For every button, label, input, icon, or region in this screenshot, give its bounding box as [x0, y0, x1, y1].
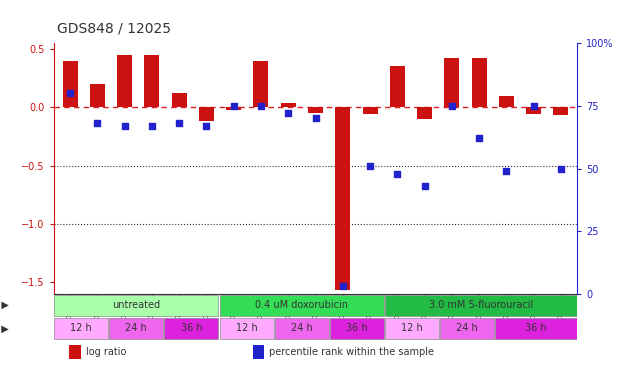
- Bar: [335, 107, 350, 291]
- Text: untreated: untreated: [112, 300, 160, 310]
- Text: 36 h: 36 h: [180, 323, 203, 333]
- Bar: [254, 61, 268, 107]
- Point: [529, 103, 539, 109]
- Text: time ▶: time ▶: [0, 323, 9, 333]
- Text: 12 h: 12 h: [401, 323, 423, 333]
- Bar: [385, 295, 577, 316]
- Bar: [117, 55, 132, 107]
- Bar: [54, 318, 108, 339]
- Bar: [385, 318, 439, 339]
- Bar: [440, 318, 494, 339]
- Point: [147, 123, 157, 129]
- Text: percentile rank within the sample: percentile rank within the sample: [269, 347, 434, 357]
- Point: [556, 165, 566, 171]
- Bar: [109, 318, 163, 339]
- Bar: [252, 345, 264, 359]
- Point: [228, 103, 239, 109]
- Text: 36 h: 36 h: [525, 323, 547, 333]
- Bar: [220, 295, 384, 316]
- Bar: [553, 107, 569, 116]
- Text: agent ▶: agent ▶: [0, 300, 9, 310]
- Bar: [308, 107, 323, 113]
- Point: [256, 103, 266, 109]
- Text: 0.4 uM doxorubicin: 0.4 uM doxorubicin: [255, 300, 348, 310]
- Bar: [172, 93, 187, 107]
- Point: [119, 123, 129, 129]
- Bar: [165, 318, 218, 339]
- Bar: [471, 58, 487, 107]
- Text: log ratio: log ratio: [86, 347, 126, 357]
- Point: [283, 110, 293, 116]
- Bar: [199, 107, 214, 121]
- Point: [420, 183, 430, 189]
- Bar: [417, 107, 432, 119]
- Point: [338, 284, 348, 290]
- Point: [65, 90, 75, 96]
- Bar: [274, 318, 329, 339]
- Point: [474, 135, 484, 141]
- Bar: [62, 61, 78, 107]
- Text: 3.0 mM 5-fluorouracil: 3.0 mM 5-fluorouracil: [428, 300, 533, 310]
- Bar: [390, 66, 405, 107]
- Bar: [220, 318, 274, 339]
- Point: [92, 120, 102, 126]
- Bar: [363, 107, 377, 114]
- Bar: [444, 58, 459, 107]
- Bar: [69, 345, 81, 359]
- Point: [365, 163, 375, 169]
- Text: 24 h: 24 h: [456, 323, 478, 333]
- Bar: [330, 318, 384, 339]
- Text: 36 h: 36 h: [346, 323, 368, 333]
- Bar: [226, 107, 241, 109]
- Point: [201, 123, 211, 129]
- Text: 24 h: 24 h: [291, 323, 312, 333]
- Text: GDS848 / 12025: GDS848 / 12025: [57, 22, 171, 36]
- Bar: [495, 318, 577, 339]
- Bar: [144, 55, 160, 107]
- Point: [447, 103, 457, 109]
- Point: [392, 171, 403, 177]
- Point: [502, 168, 512, 174]
- Bar: [526, 107, 541, 114]
- Text: 24 h: 24 h: [126, 323, 147, 333]
- Point: [310, 116, 321, 122]
- Text: 12 h: 12 h: [236, 323, 257, 333]
- Point: [174, 120, 184, 126]
- Text: 12 h: 12 h: [70, 323, 92, 333]
- Bar: [281, 103, 296, 107]
- Bar: [499, 96, 514, 107]
- Bar: [54, 295, 218, 316]
- Bar: [90, 84, 105, 107]
